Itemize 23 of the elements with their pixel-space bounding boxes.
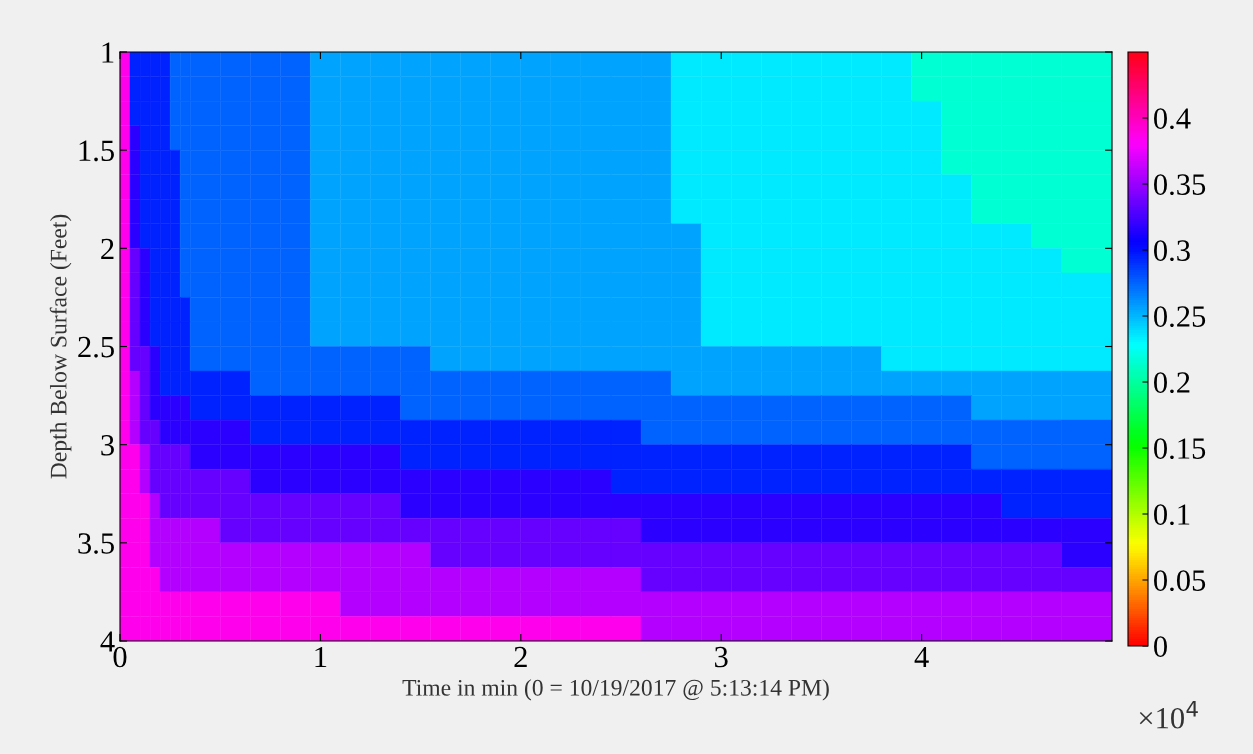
x-tick-label: 2 [514,646,527,668]
y-tick-label: 3.5 [78,533,114,554]
y-tick-label: 1.5 [79,140,114,162]
color-bar-label: 0.1 [1154,504,1190,526]
color-bar-label: 0.3 [1154,240,1190,262]
y-axis-title: Depth Below Surface (Feet) [49,214,72,479]
y-tick-label: 4 [100,631,115,652]
y-tick-label: 1 [102,42,114,63]
text: ×10$^{4}$ [1139,700,1198,729]
color-bar-label: 0.35 [1154,174,1206,196]
color-bar-label: 0.25 [1154,306,1206,328]
y-tick-label: 2 [101,238,114,259]
color-bar-label: 0.15 [1154,438,1206,460]
color-bar-label: 0.4 [1154,108,1191,130]
x-tick-label: 3 [715,646,728,668]
y-tick-label: 3 [101,435,114,456]
color-bar-label: 0.2 [1154,372,1190,394]
x-tick-label: 1 [315,646,327,668]
x-axis-title: Time in min (0 = 10/19/2017 @ 5:13:14 PM) [402,679,829,701]
color-bar-label: 0.05 [1154,570,1206,592]
x-tick-label: 4 [914,646,929,668]
y-tick-label: 2.5 [78,336,114,358]
x-tick-label: 0 [113,646,127,668]
